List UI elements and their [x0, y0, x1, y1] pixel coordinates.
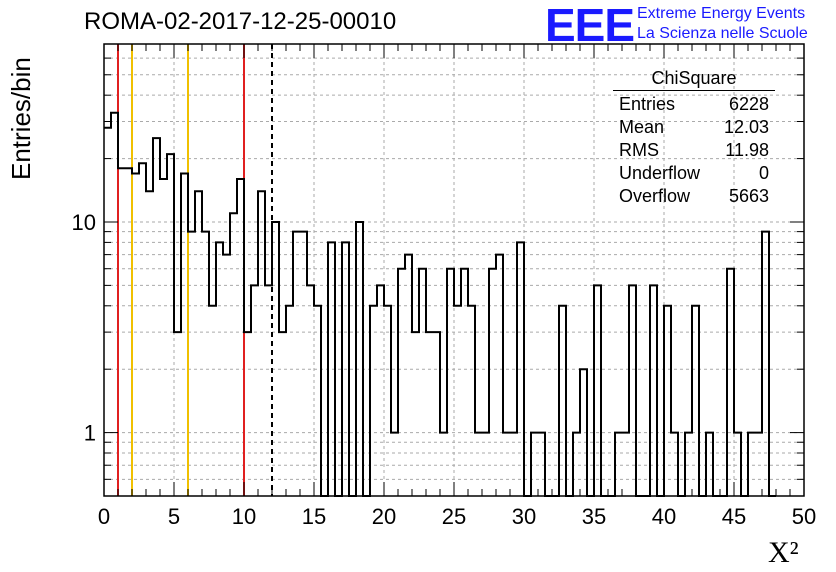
x-tick-label: 15 — [302, 504, 326, 529]
logo-text: Extreme Energy Events La Scienza nelle S… — [637, 4, 808, 44]
x-tick-label: 25 — [442, 504, 466, 529]
x-tick-label: 5 — [168, 504, 180, 529]
stats-row-mean: Mean 12.03 — [613, 116, 775, 139]
histogram-series — [104, 111, 776, 497]
stats-value: 11.98 — [725, 140, 769, 160]
logo-line-1: Extreme Energy Events — [637, 5, 806, 22]
x-axis-label: X² — [768, 536, 799, 569]
stats-row-entries: Entries 6228 — [613, 93, 775, 116]
stats-value: 12.03 — [723, 117, 769, 137]
stats-row-overflow: Overflow 5663 — [613, 185, 775, 208]
stats-label: Mean — [619, 117, 665, 137]
x-tick-label: 45 — [722, 504, 746, 529]
y-axis-label: Entries/bin — [6, 57, 36, 180]
stats-box: ChiSquare Entries 6228 Mean 12.03 RMS 11.98… — [613, 68, 775, 208]
stats-title: ChiSquare — [613, 68, 775, 91]
chart-title: ROMA-02-2017-12-25-00010 — [84, 8, 397, 35]
stats-value: 0 — [758, 163, 769, 183]
stats-value: 6228 — [728, 94, 769, 114]
stats-label: RMS — [619, 140, 659, 160]
stats-label: Overflow — [619, 186, 691, 206]
x-tick-label: 50 — [792, 504, 816, 529]
x-tick-label: 20 — [372, 504, 396, 529]
eee-logo: EEE — [545, 0, 635, 51]
stats-row-underflow: Underflow 0 — [613, 162, 775, 185]
x-tick-label: 10 — [232, 504, 256, 529]
x-tick-label: 30 — [512, 504, 536, 529]
stats-row-rms: RMS 11.98 — [613, 139, 775, 162]
logo-line-2: La Scienza nelle Scuole — [637, 25, 808, 42]
y-tick-label: 1 — [84, 421, 96, 446]
y-tick-label: 10 — [72, 210, 96, 235]
x-tick-label: 35 — [582, 504, 606, 529]
stats-label: Entries — [619, 94, 676, 114]
stats-value: 5663 — [728, 186, 769, 206]
x-tick-label: 0 — [98, 504, 110, 529]
stats-label: Underflow — [619, 163, 701, 183]
x-tick-label: 40 — [652, 504, 676, 529]
